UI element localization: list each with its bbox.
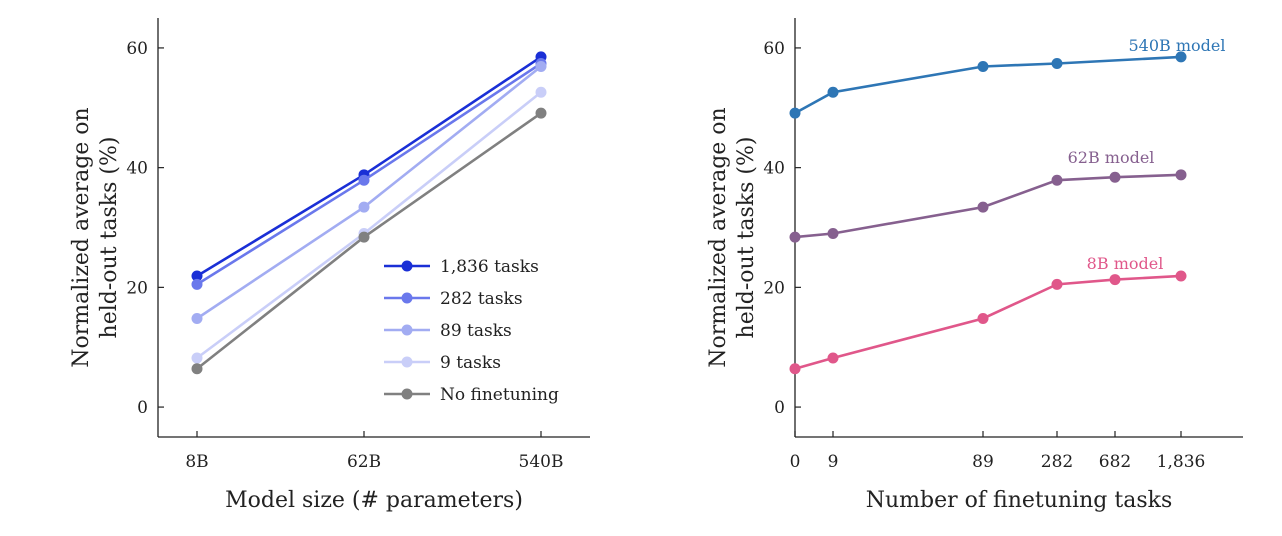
legend-swatch-marker [401, 356, 413, 368]
legend-label: 9 tasks [440, 353, 501, 373]
legend-label: 89 tasks [440, 321, 512, 341]
finetuning-tasks-chart-svg: 0 20 40 60 0 9 89 282 682 1,836 Number of finetuni… [706, 18, 1243, 513]
series-line-1-836-tasks [196, 55, 542, 278]
legend-item: 1,836 tasks [384, 257, 539, 277]
data-point-540b-model [789, 107, 801, 119]
legend-swatch-marker [401, 324, 413, 336]
data-point-540b-model [977, 60, 989, 72]
data-point-540b-model [1175, 51, 1187, 63]
data-point-62b-model [977, 201, 989, 213]
legend-label: 282 tasks [440, 289, 523, 309]
x-tick-label: 282 [1041, 452, 1073, 472]
series-line-9-tasks [196, 91, 542, 360]
y-axis-title-line-1: Normalized average on [706, 107, 731, 367]
y-axis-title-line-2: held-out tasks (%) [734, 137, 759, 339]
data-point-8b-model [789, 363, 801, 375]
x-axis-title: Model size (# parameters) [225, 488, 523, 513]
data-point-62b-model [1109, 171, 1121, 183]
data-point-62b-model [1175, 169, 1187, 181]
series-line-89-tasks [196, 65, 542, 320]
data-point-62b-model [827, 227, 839, 239]
series-label-62b-model: 62B model [1068, 148, 1155, 167]
y-tick-label: 60 [126, 39, 148, 59]
data-point-89-tasks [535, 60, 547, 72]
data-point-9-tasks [535, 86, 547, 98]
y-tick-label: 40 [126, 159, 148, 179]
x-tick-label: 8B [185, 452, 208, 472]
data-point-8b-model [977, 312, 989, 324]
legend-item: 9 tasks [384, 353, 501, 373]
x-tick-label: 682 [1099, 452, 1131, 472]
y-tick-label: 20 [126, 278, 148, 298]
x-tick-label: 540B [519, 452, 564, 472]
legend-label: No finetuning [440, 385, 559, 405]
data-point-no-finetuning [358, 231, 370, 243]
data-point-89-tasks [358, 201, 370, 213]
data-point-540b-model [827, 86, 839, 98]
y-tick-label: 40 [763, 159, 785, 179]
data-point-282-tasks [358, 174, 370, 186]
data-point-62b-model [1051, 174, 1063, 186]
y-axis-title-line-2: held-out tasks (%) [97, 137, 122, 339]
legend-swatch-marker [401, 292, 413, 304]
data-point-8b-model [1109, 274, 1121, 286]
legend-item: 89 tasks [384, 321, 512, 341]
data-point-282-tasks [191, 278, 203, 290]
legend-label: 1,836 tasks [440, 257, 539, 277]
data-point-8b-model [1051, 278, 1063, 290]
y-tick-label: 60 [763, 39, 785, 59]
x-tick-label: 62B [347, 452, 381, 472]
data-point-1-836-tasks [191, 270, 203, 282]
data-point-540b-model [1051, 57, 1063, 69]
data-point-8b-model [1175, 270, 1187, 282]
data-point-8b-model [827, 352, 839, 364]
legend-swatch-marker [401, 260, 413, 272]
series-label-8b-model: 8B model [1087, 254, 1164, 273]
x-tick-label: 9 [828, 452, 839, 472]
legend-item: 282 tasks [384, 289, 523, 309]
data-point-89-tasks [191, 312, 203, 324]
series-label-540b-model: 540B model [1128, 36, 1225, 55]
legend-swatch-marker [401, 388, 413, 400]
y-tick-label: 20 [763, 278, 785, 298]
x-axis-title: Number of finetuning tasks [866, 488, 1172, 513]
y-axis-title: Normalized average on held-out tasks (%) [706, 107, 759, 367]
model-size-chart-svg: 0 20 40 60 8B 62B 540B Model size (# parameters… [69, 18, 590, 513]
legend-item: No finetuning [384, 385, 559, 405]
data-point-62b-model [789, 231, 801, 243]
series-line-62b-model [794, 173, 1182, 239]
finetuning-tasks-chart: 0 20 40 60 0 9 89 282 682 1,836 Number of finetuni… [641, 0, 1282, 536]
x-tick-label: 1,836 [1157, 452, 1206, 472]
legend: 1,836 tasks 282 tasks 89 tasks 9 tasks No fi… [384, 257, 559, 405]
y-tick-label: 0 [774, 398, 785, 418]
y-tick-label: 0 [137, 398, 148, 418]
data-point-9-tasks [191, 352, 203, 364]
series-line-8b-model [794, 274, 1182, 371]
x-tick-label: 89 [972, 452, 994, 472]
data-point-no-finetuning [535, 107, 547, 119]
y-axis-title: Normalized average on held-out tasks (%) [69, 107, 122, 367]
data-point-no-finetuning [191, 363, 203, 375]
model-size-chart: 0 20 40 60 8B 62B 540B Model size (# parameters… [69, 18, 590, 513]
y-axis-title-line-1: Normalized average on [69, 107, 94, 367]
x-tick-label: 0 [790, 452, 801, 472]
